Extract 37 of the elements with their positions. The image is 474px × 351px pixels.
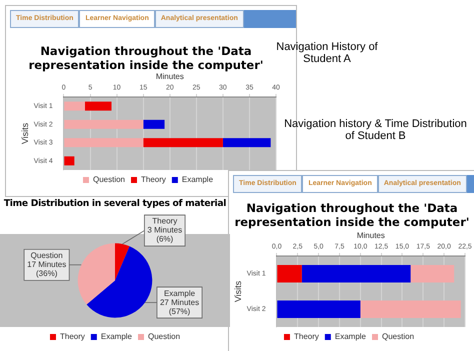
chart-title: Navigation throughout the 'Data representation inside the computer' — [28, 44, 264, 72]
slice-label: Theory — [152, 216, 178, 226]
data-label: 27 Minutes (57%) — [160, 298, 200, 316]
legend-label: Theory — [60, 332, 85, 342]
x-axis-title: Minutes — [356, 231, 385, 240]
legend-label: Theory — [141, 175, 166, 184]
legend-label: Example — [182, 175, 214, 184]
legend-label: Example — [334, 332, 367, 342]
legend-label: Question — [148, 332, 180, 342]
data-label: 3 Minutes (6%) — [147, 226, 182, 244]
data-label: 17 Minutes (36%) — [27, 260, 66, 278]
bar — [222, 138, 271, 148]
bar — [84, 102, 112, 111]
bar — [143, 120, 165, 129]
text: Navigation History of Student A — [275, 41, 379, 65]
bar — [302, 264, 411, 283]
bar — [360, 300, 461, 318]
chart-title: Time Distribution in several types of material — [2, 198, 228, 209]
x-axis-title: Minutes — [156, 72, 184, 82]
y-axis-title: Visits — [232, 280, 243, 302]
bar — [64, 120, 144, 129]
bar — [143, 138, 223, 148]
slice-label: Example — [164, 288, 196, 298]
y-axis-title: Visits — [20, 122, 30, 144]
text: Navigation history & Time Distribution of Student B — [283, 118, 468, 142]
legend-label: Theory — [294, 332, 319, 342]
legend-label: Question — [92, 175, 126, 184]
bar — [64, 102, 85, 111]
legend-label: Example — [100, 332, 133, 342]
bar — [277, 300, 360, 318]
chart-title: Navigation throughout the 'Data representation inside the computer' — [234, 201, 470, 229]
bar — [64, 156, 74, 166]
slice-label: Question — [30, 251, 63, 260]
legend-label: Question — [382, 332, 414, 342]
bar — [64, 138, 144, 148]
bar — [410, 264, 454, 283]
bar — [277, 264, 302, 283]
